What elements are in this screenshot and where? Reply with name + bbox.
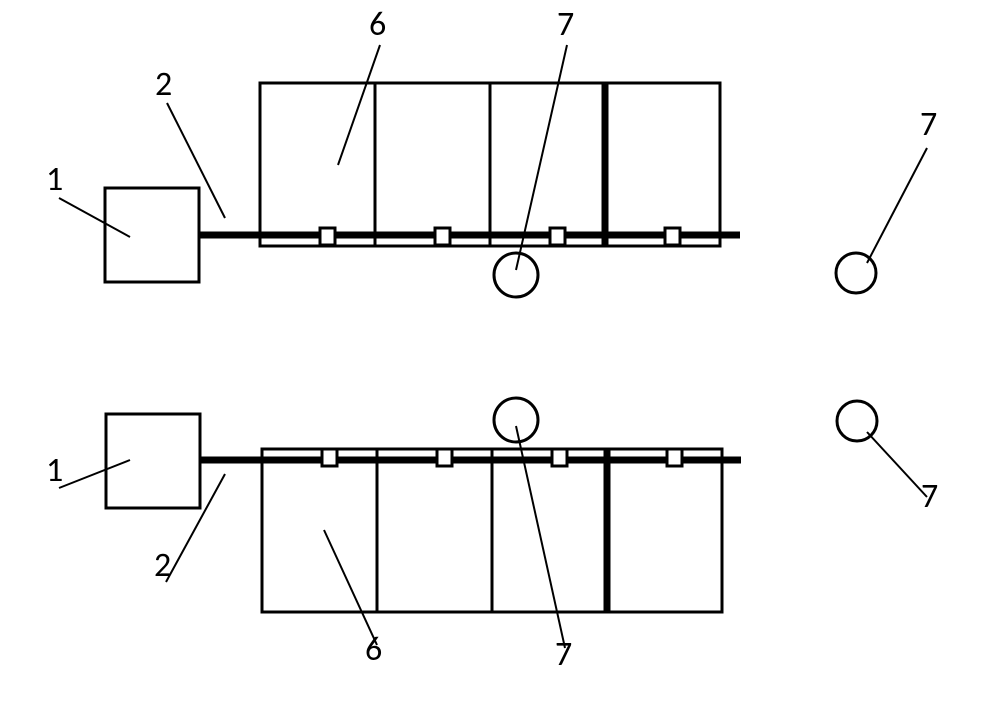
- shaft-tab: [320, 228, 335, 245]
- label-2_top: 2: [155, 64, 172, 105]
- leader-7_botright: [867, 432, 927, 497]
- shaft-tab: [552, 449, 567, 466]
- label-7_topright: 7: [920, 104, 937, 145]
- label-2_bot: 2: [154, 545, 171, 586]
- pin-circle: [494, 253, 538, 297]
- label-1_bot: 1: [46, 450, 63, 491]
- shaft-tab: [435, 228, 450, 245]
- drive-square: [105, 188, 199, 282]
- label-1_top: 1: [46, 159, 63, 200]
- drive-square: [106, 414, 200, 508]
- label-7_botmid: 7: [555, 634, 572, 675]
- shaft-tab: [667, 449, 682, 466]
- shaft-tab: [665, 228, 680, 245]
- assembly-top: [105, 83, 876, 297]
- shaft-tab: [322, 449, 337, 466]
- label-6_top: 6: [369, 4, 386, 45]
- diagram-canvas: 6 7 2 1 7 1 7 7 2 6: [0, 0, 1000, 701]
- leader-7_topright: [867, 148, 927, 263]
- pin-circle: [494, 398, 538, 442]
- shaft-tab: [437, 449, 452, 466]
- label-7_topmid: 7: [557, 4, 574, 45]
- shaft-tab: [550, 228, 565, 245]
- label-6_bot: 6: [365, 629, 382, 670]
- assembly-bottom: [106, 398, 877, 612]
- label-7_botright: 7: [921, 476, 938, 517]
